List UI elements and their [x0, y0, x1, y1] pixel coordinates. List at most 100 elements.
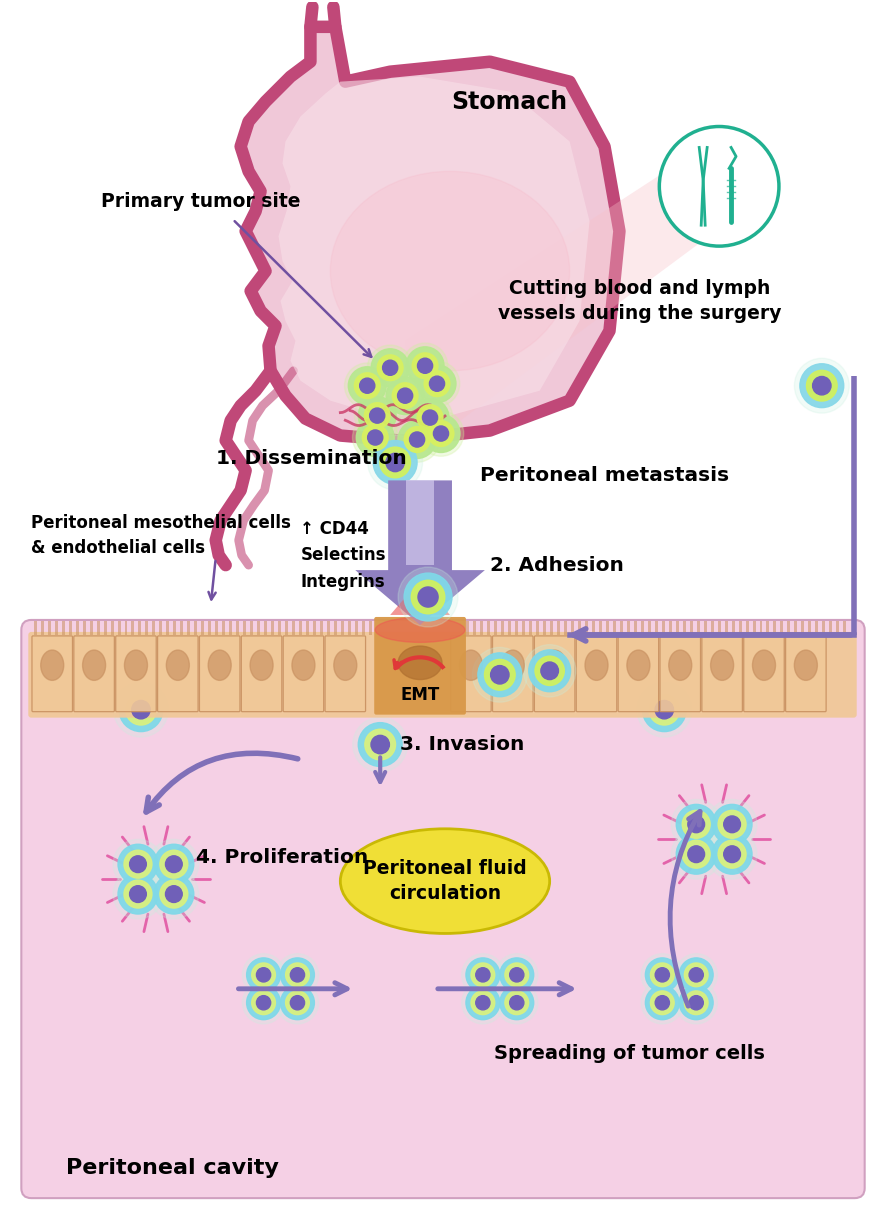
Circle shape [276, 981, 319, 1024]
Ellipse shape [375, 617, 465, 643]
Circle shape [154, 874, 194, 914]
Circle shape [124, 880, 152, 908]
Circle shape [800, 364, 843, 408]
Text: Peritoneal cavity: Peritoneal cavity [66, 1158, 279, 1179]
Circle shape [118, 874, 158, 914]
Text: Peritoneal mesothelial cells
& endothelial cells: Peritoneal mesothelial cells & endotheli… [31, 514, 291, 557]
FancyBboxPatch shape [158, 636, 198, 711]
Circle shape [707, 829, 757, 880]
Bar [55, 621, 58, 635]
Circle shape [423, 410, 438, 425]
Bar [327, 621, 330, 635]
Circle shape [719, 840, 746, 868]
Bar [585, 621, 588, 635]
Bar [348, 621, 351, 635]
Bar [271, 621, 274, 635]
Bar [131, 621, 135, 635]
Circle shape [113, 840, 163, 889]
Circle shape [655, 701, 673, 719]
Polygon shape [278, 76, 589, 415]
FancyBboxPatch shape [74, 636, 114, 711]
FancyBboxPatch shape [786, 636, 826, 711]
Bar [41, 621, 43, 635]
Circle shape [368, 345, 413, 391]
Bar [187, 621, 190, 635]
Circle shape [650, 991, 674, 1015]
Text: ↑ CD44
Selectins
Integrins: ↑ CD44 Selectins Integrins [300, 520, 386, 590]
Polygon shape [390, 580, 450, 615]
Bar [466, 621, 470, 635]
Circle shape [360, 378, 375, 393]
Text: 1. Dissemination: 1. Dissemination [215, 449, 407, 468]
Ellipse shape [460, 650, 482, 680]
Bar [550, 621, 553, 635]
Circle shape [371, 736, 390, 754]
Circle shape [645, 986, 680, 1020]
Circle shape [428, 421, 454, 446]
Bar [494, 621, 497, 635]
Bar [69, 621, 72, 635]
FancyBboxPatch shape [32, 636, 73, 711]
Circle shape [345, 363, 390, 409]
Bar [159, 621, 162, 635]
Circle shape [124, 851, 152, 878]
FancyBboxPatch shape [241, 636, 282, 711]
Bar [829, 621, 832, 635]
Bar [599, 621, 602, 635]
Circle shape [535, 656, 564, 685]
Circle shape [404, 427, 430, 453]
Circle shape [291, 996, 305, 1010]
Ellipse shape [398, 646, 442, 680]
Bar [529, 621, 532, 635]
Bar [313, 621, 316, 635]
Circle shape [252, 963, 276, 986]
Circle shape [368, 436, 423, 490]
Circle shape [680, 958, 713, 992]
Circle shape [129, 855, 146, 872]
Circle shape [166, 855, 183, 872]
Circle shape [641, 981, 683, 1024]
Bar [836, 621, 839, 635]
Bar [683, 621, 686, 635]
Circle shape [472, 647, 527, 702]
Ellipse shape [585, 650, 608, 680]
FancyBboxPatch shape [451, 636, 491, 711]
Circle shape [404, 574, 452, 621]
Bar [557, 621, 560, 635]
Bar [320, 621, 323, 635]
Circle shape [491, 666, 509, 684]
Circle shape [540, 662, 558, 680]
Circle shape [159, 851, 188, 878]
Circle shape [676, 805, 716, 845]
Bar [822, 621, 825, 635]
Ellipse shape [669, 650, 692, 680]
Circle shape [348, 367, 386, 404]
Circle shape [252, 991, 276, 1015]
Bar [237, 621, 239, 635]
Circle shape [719, 811, 746, 839]
Text: 4. Proliferation: 4. Proliferation [196, 848, 368, 866]
Circle shape [509, 996, 524, 1010]
Bar [125, 621, 128, 635]
Text: Peritoneal fluid
circulation: Peritoneal fluid circulation [363, 859, 527, 903]
Circle shape [118, 845, 158, 885]
Ellipse shape [795, 650, 818, 680]
Circle shape [415, 361, 460, 407]
Circle shape [113, 682, 168, 737]
Circle shape [509, 968, 524, 983]
Circle shape [358, 722, 402, 766]
Circle shape [246, 958, 281, 992]
Bar [696, 621, 700, 635]
Bar [243, 621, 246, 635]
Bar [138, 621, 142, 635]
Circle shape [356, 419, 394, 456]
Ellipse shape [167, 650, 190, 680]
Text: EMT: EMT [400, 686, 439, 704]
Bar [801, 621, 804, 635]
Circle shape [281, 986, 315, 1020]
Ellipse shape [711, 650, 734, 680]
Circle shape [806, 370, 837, 401]
Circle shape [369, 408, 385, 424]
Circle shape [149, 840, 198, 889]
Bar [89, 621, 93, 635]
